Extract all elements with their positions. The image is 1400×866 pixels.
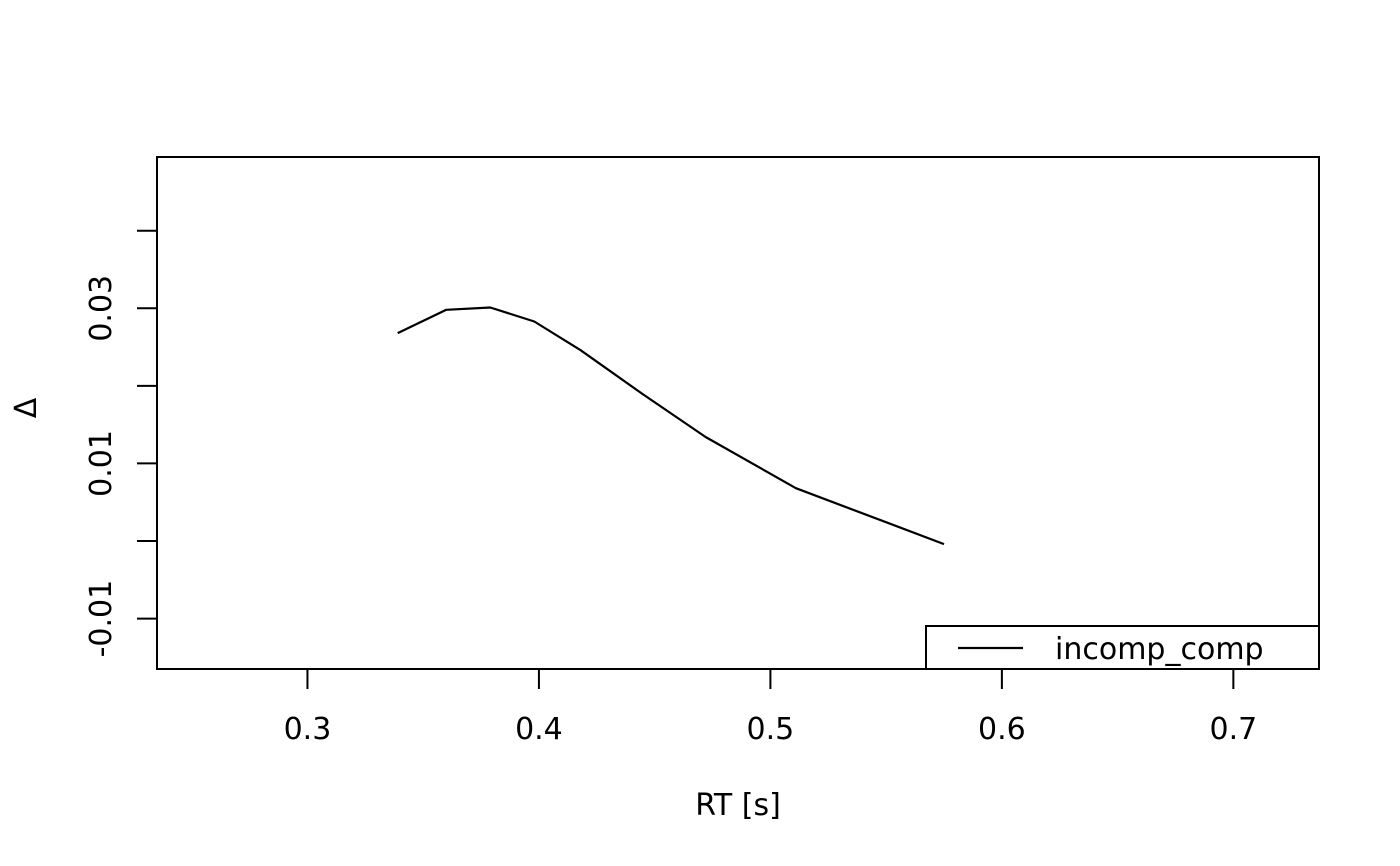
x-tick-label: 0.3: [284, 712, 332, 747]
legend: incomp_comp: [925, 625, 1320, 670]
x-tick-label: 0.4: [515, 712, 563, 747]
y-axis: -0.01 0.01 0.03: [84, 229, 158, 658]
x-tick-label: 0.5: [747, 712, 795, 747]
y-axis-label: Δ: [9, 397, 44, 418]
x-tick-label: 0.7: [1209, 712, 1257, 747]
x-axis-label: RT [s]: [695, 788, 781, 823]
series-layer: [397, 306, 945, 546]
y-tick-label: 0.01: [84, 430, 119, 497]
y-tick-label: -0.01: [84, 580, 119, 658]
plot-frame: [156, 156, 1320, 670]
x-axis: 0.3 0.4 0.5 0.6 0.7: [284, 668, 1257, 747]
y-tick-label: 0.03: [84, 275, 119, 342]
legend-entry-label: incomp_comp: [1055, 632, 1264, 667]
series-line-incomp_comp: [397, 306, 945, 546]
x-tick-label: 0.6: [978, 712, 1026, 747]
